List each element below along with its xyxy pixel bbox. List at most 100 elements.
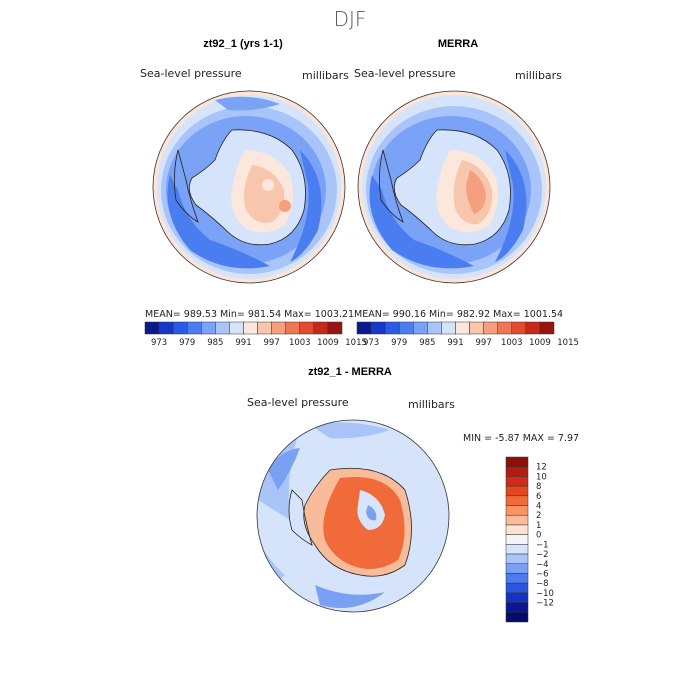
map-difference bbox=[257, 420, 449, 612]
colorbar-tick-label: 2 bbox=[536, 511, 541, 521]
colorbar-swatch bbox=[505, 476, 529, 487]
colorbar-swatch bbox=[505, 495, 529, 506]
colorbar-swatch bbox=[469, 321, 484, 335]
colorbar-tick-label: −12 bbox=[536, 599, 554, 609]
colorbar-tick-label: 10 bbox=[536, 472, 547, 482]
stats-text: MEAN= 990.16 Min= 982.92 Max= 1001.54 bbox=[354, 309, 563, 320]
colorbar-merra: 973 979 985 991 997 1003 1009 1015 bbox=[356, 321, 579, 348]
colorbar-tick-label: −4 bbox=[536, 560, 549, 570]
colorbar-swatch bbox=[285, 321, 301, 335]
colorbar-tick-label: −8 bbox=[536, 579, 549, 589]
colorbar-swatch bbox=[505, 534, 529, 545]
colorbar-tick-label: 1003 bbox=[289, 338, 311, 348]
map-boundary bbox=[256, 419, 450, 613]
variable-label: Sea-level pressure bbox=[140, 67, 242, 80]
colorbar-tick-label: 1009 bbox=[317, 338, 339, 348]
map-boundary bbox=[152, 90, 346, 284]
colorbar-swatch bbox=[384, 321, 400, 335]
colorbar-swatch bbox=[427, 321, 442, 335]
map-boundary bbox=[357, 90, 551, 284]
units-label: millibars bbox=[302, 69, 349, 82]
panel-merra: MERRA Sea-level pressure millibars MEAN=… bbox=[354, 38, 579, 348]
panel-model: zt92_1 (yrs 1-1) Sea-level pressure mill… bbox=[140, 38, 367, 348]
colorbar-tick-label: 0 bbox=[536, 531, 541, 541]
colorbar-tick-label: 997 bbox=[476, 338, 492, 348]
colorbar-swatch bbox=[505, 524, 529, 535]
panel-difference: zt92_1 - MERRA Sea-level pressure millib… bbox=[247, 366, 579, 623]
colorbar-swatch bbox=[525, 321, 541, 335]
colorbar-swatch bbox=[243, 321, 258, 335]
colorbar-tick-label: 985 bbox=[419, 338, 435, 348]
colorbar-tick-label: 4 bbox=[536, 502, 541, 512]
colorbar-tick-label: 1 bbox=[536, 521, 541, 531]
colorbar-tick-label: 1015 bbox=[557, 338, 579, 348]
colorbar-swatch bbox=[505, 573, 529, 584]
colorbar-swatch bbox=[271, 321, 286, 335]
colorbar-swatch bbox=[505, 485, 529, 497]
colorbar-swatch bbox=[441, 321, 456, 335]
colorbar-swatch bbox=[356, 321, 372, 335]
colorbar-swatch bbox=[505, 514, 529, 526]
map-merra bbox=[358, 91, 550, 283]
colorbar-swatch bbox=[505, 553, 529, 565]
colorbar-swatch bbox=[505, 592, 529, 603]
colorbar-swatch bbox=[539, 321, 555, 335]
colorbar-swatch bbox=[313, 321, 329, 335]
panel-title: MERRA bbox=[438, 38, 478, 50]
colorbar-tick-label: −6 bbox=[536, 569, 549, 579]
colorbar-swatch bbox=[505, 466, 529, 477]
stats-text: MEAN= 989.53 Min= 981.54 Max= 1003.21 bbox=[145, 309, 354, 320]
page-title: DJF bbox=[334, 7, 367, 31]
colorbar-swatch bbox=[413, 321, 428, 335]
colorbar-swatch bbox=[186, 321, 202, 335]
panel-title: zt92_1 (yrs 1-1) bbox=[203, 38, 283, 50]
units-label: millibars bbox=[408, 398, 455, 411]
colorbar-tick-label: 973 bbox=[151, 338, 167, 348]
colorbar-tick-label: 1015 bbox=[345, 338, 367, 348]
colorbar-swatch bbox=[144, 321, 160, 335]
colorbar-tick-label: 997 bbox=[264, 338, 280, 348]
variable-label: Sea-level pressure bbox=[354, 67, 456, 80]
colorbar-swatch bbox=[398, 321, 414, 335]
colorbar-tick-label: 979 bbox=[391, 338, 407, 348]
colorbar-tick-label: 979 bbox=[179, 338, 195, 348]
colorbar-tick-label: 973 bbox=[363, 338, 379, 348]
colorbar-swatch bbox=[370, 321, 386, 335]
colorbar-tick-label: 1009 bbox=[529, 338, 551, 348]
colorbar-tick-label: 991 bbox=[235, 338, 251, 348]
colorbar-swatch bbox=[505, 456, 529, 467]
variable-label: Sea-level pressure bbox=[247, 396, 349, 409]
colorbar-model: 973 979 985 991 997 1003 1009 1015 bbox=[144, 321, 367, 348]
colorbar-tick-label: 12 bbox=[536, 463, 547, 473]
stats-text: MIN = -5.87 MAX = 7.97 bbox=[463, 433, 579, 444]
colorbar-swatch bbox=[505, 602, 529, 613]
colorbar-tick-label: −10 bbox=[536, 589, 554, 599]
colorbar-swatch bbox=[505, 544, 529, 555]
colorbar-tick-label: 6 bbox=[536, 492, 541, 502]
colorbar-tick-label: 991 bbox=[447, 338, 463, 348]
panel-title: zt92_1 - MERRA bbox=[308, 366, 392, 378]
colorbar-swatch bbox=[505, 563, 529, 574]
colorbar-swatch bbox=[497, 321, 513, 335]
colorbar-swatch bbox=[483, 321, 498, 335]
colorbar-swatch bbox=[257, 321, 272, 335]
colorbar-swatch bbox=[172, 321, 188, 335]
units-label: millibars bbox=[515, 69, 562, 82]
colorbar-swatch bbox=[327, 321, 343, 335]
colorbar-swatch bbox=[201, 321, 216, 335]
colorbar-tick-label: 985 bbox=[207, 338, 223, 348]
colorbar-tick-label: −2 bbox=[536, 550, 549, 560]
colorbar-tick-label: 8 bbox=[536, 482, 541, 492]
colorbar-tick-label: −1 bbox=[536, 540, 549, 550]
colorbar-swatch bbox=[158, 321, 174, 335]
colorbar-swatch bbox=[505, 582, 529, 594]
colorbar-swatch bbox=[505, 505, 529, 516]
colorbar-swatch bbox=[505, 612, 529, 623]
colorbar-swatch bbox=[455, 321, 470, 335]
colorbar-tick-label: 1003 bbox=[501, 338, 523, 348]
colorbar-swatch bbox=[215, 321, 230, 335]
map-model bbox=[153, 91, 345, 283]
colorbar-swatch bbox=[229, 321, 244, 335]
